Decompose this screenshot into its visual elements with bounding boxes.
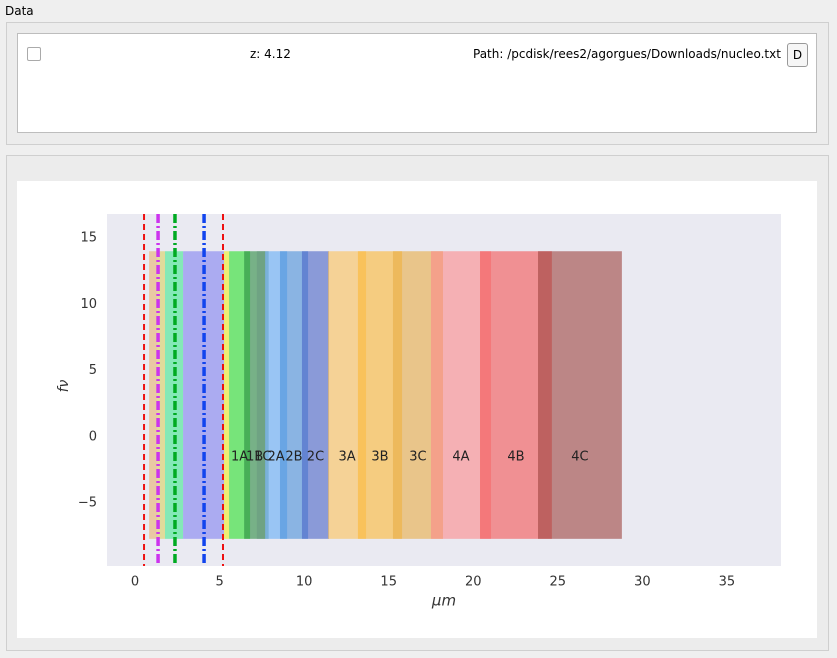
band bbox=[157, 251, 165, 539]
band bbox=[301, 251, 330, 539]
x-tick-label: 0 bbox=[131, 575, 139, 590]
y-tick-label: −5 bbox=[78, 496, 97, 511]
band-label: 3A bbox=[338, 449, 355, 464]
x-tick-label: 20 bbox=[465, 575, 482, 590]
band-label: 2A bbox=[268, 449, 285, 464]
band-label: 4B bbox=[507, 449, 524, 464]
band-label: 1B bbox=[246, 449, 263, 464]
y-tick-label: 10 bbox=[80, 297, 97, 312]
band-label: 4C bbox=[571, 449, 588, 464]
z-label: z: 4.12 bbox=[250, 47, 291, 61]
band bbox=[164, 251, 184, 539]
band-label: 1A bbox=[231, 449, 248, 464]
button[interactable]: D bbox=[787, 43, 808, 67]
x-tick-label: 15 bbox=[380, 575, 397, 590]
info-panel bbox=[17, 33, 817, 133]
x-tick-label: 35 bbox=[719, 575, 736, 590]
band-label: 3B bbox=[371, 449, 388, 464]
group-title: Data bbox=[5, 4, 34, 18]
path-label: Path: /pcdisk/rees2/agorgues/Downloads/n… bbox=[473, 47, 781, 61]
checkbox[interactable] bbox=[27, 47, 41, 61]
band bbox=[256, 251, 269, 539]
y-axis-label: fν bbox=[56, 379, 72, 392]
band-label: 2B bbox=[285, 449, 302, 464]
band bbox=[149, 251, 158, 539]
x-tick-label: 25 bbox=[550, 575, 567, 590]
y-tick-label: 0 bbox=[89, 429, 97, 444]
y-tick-label: 5 bbox=[89, 363, 97, 378]
x-tick-label: 5 bbox=[215, 575, 223, 590]
band-label: 4A bbox=[452, 449, 469, 464]
x-tick-label: 30 bbox=[634, 575, 651, 590]
x-axis-label: μm bbox=[431, 592, 456, 610]
band-label: 3C bbox=[409, 449, 426, 464]
band-label: 1C bbox=[254, 449, 271, 464]
y-tick-label: 15 bbox=[80, 230, 97, 245]
band bbox=[538, 251, 622, 539]
band-label: 2C bbox=[307, 449, 324, 464]
band bbox=[224, 251, 230, 539]
x-tick-label: 10 bbox=[296, 575, 313, 590]
